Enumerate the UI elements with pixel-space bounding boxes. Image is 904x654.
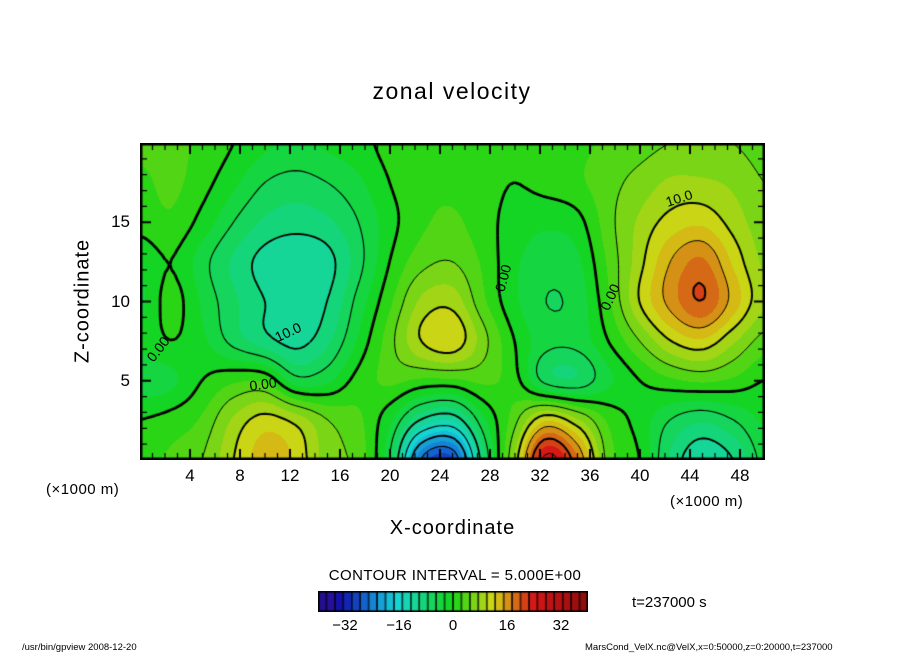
x-tick-label: 28 bbox=[480, 466, 500, 485]
x-tick-label: 20 bbox=[380, 466, 400, 485]
colorbar-tick-label: −32 bbox=[332, 617, 358, 634]
x-axis-unit: (×1000 m) bbox=[670, 493, 744, 510]
x-tick-label: 12 bbox=[280, 466, 300, 485]
colorbar-tick-label: 32 bbox=[552, 617, 570, 634]
footer-command: /usr/bin/gpview 2008-12-20 bbox=[22, 642, 137, 653]
x-tick-label: 44 bbox=[680, 466, 700, 485]
y-tick-label: 10 bbox=[111, 291, 130, 311]
colorbar bbox=[318, 591, 588, 612]
time-label: t=237000 s bbox=[632, 594, 707, 611]
x-tick-label: 36 bbox=[580, 466, 600, 485]
x-tick-label: 40 bbox=[630, 466, 650, 485]
x-tick-label: 4 bbox=[185, 466, 195, 485]
chart-title: zonal velocity bbox=[372, 78, 532, 104]
contour-interval-label: CONTOUR INTERVAL = 5.000E+00 bbox=[328, 567, 582, 584]
x-tick-label: 24 bbox=[430, 466, 450, 485]
footer-source: MarsCond_VelX.nc@VelX,x=0:50000,z=0:2000… bbox=[585, 642, 833, 653]
x-tick-label: 16 bbox=[330, 466, 350, 485]
colorbar-tick-label: 16 bbox=[498, 617, 516, 634]
y-tick-label: 5 bbox=[120, 370, 130, 390]
y-tick-label: 15 bbox=[111, 212, 130, 232]
contour-plot bbox=[140, 143, 765, 460]
x-tick-label: 8 bbox=[235, 466, 245, 485]
x-tick-label: 48 bbox=[730, 466, 750, 485]
x-tick-label: 32 bbox=[530, 466, 550, 485]
colorbar-tick-label: 0 bbox=[448, 617, 458, 634]
x-axis-label: X-coordinate bbox=[389, 517, 516, 539]
contour-plot-canvas bbox=[140, 143, 765, 460]
colorbar-tick-label: −16 bbox=[386, 617, 412, 634]
y-axis-unit: (×1000 m) bbox=[46, 481, 120, 498]
